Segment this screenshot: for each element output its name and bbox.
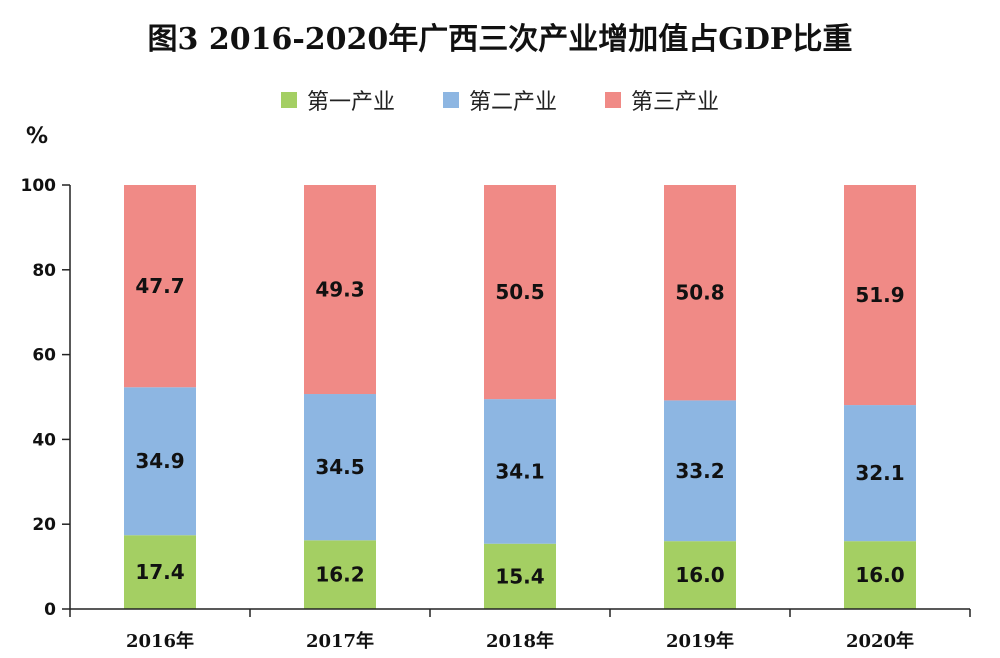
y-axis-unit-label: % xyxy=(26,124,49,149)
data-label-0-0: 17.4 xyxy=(135,560,184,584)
data-label-2-4: 51.9 xyxy=(855,283,904,307)
legend-item-tertiary: 第三产业 xyxy=(605,84,719,116)
data-label-1-4: 32.1 xyxy=(855,461,904,485)
y-tick-label-1: 20 xyxy=(32,515,56,535)
legend-label-tertiary: 第三产业 xyxy=(631,90,720,115)
chart-title: 图3 2016-2020年广西三次产业增加值占GDP比重 xyxy=(147,22,853,57)
bar-0-4 xyxy=(844,541,916,609)
bar-0-2 xyxy=(484,543,556,609)
y-tick-label-0: 0 xyxy=(44,600,56,620)
bar-0-1 xyxy=(304,540,376,609)
legend-swatch-secondary xyxy=(442,92,459,108)
data-label-1-1: 34.5 xyxy=(315,455,364,479)
y-tick-label-3: 60 xyxy=(32,346,56,366)
bar-1-2 xyxy=(484,399,556,544)
x-tick-label-4: 2020年 xyxy=(846,630,914,652)
x-tick-label-3: 2019年 xyxy=(666,630,734,652)
data-label-1-0: 34.9 xyxy=(135,449,184,473)
bar-2-1 xyxy=(304,185,376,395)
bar-2-0 xyxy=(124,185,196,388)
bar-2-2 xyxy=(484,185,556,400)
data-label-0-3: 16.0 xyxy=(675,563,724,587)
bar-0-3 xyxy=(664,541,736,609)
chart-legend: 第一产业 第二产业 第三产业 xyxy=(0,84,1000,116)
data-label-1-2: 34.1 xyxy=(495,459,544,483)
data-label-2-3: 50.8 xyxy=(675,281,724,305)
bar-0-0 xyxy=(124,535,196,609)
bar-2-3 xyxy=(664,185,736,401)
legend-item-secondary: 第二产业 xyxy=(442,84,557,116)
data-label-0-4: 16.0 xyxy=(855,563,904,587)
legend-label-primary: 第一产业 xyxy=(306,90,395,115)
x-tick-label-1: 2017年 xyxy=(306,630,374,652)
data-label-2-1: 49.3 xyxy=(315,278,364,302)
y-tick-label-4: 80 xyxy=(32,261,56,281)
y-tick-label-5: 100 xyxy=(21,176,57,196)
x-tick-label-0: 2016年 xyxy=(126,630,194,652)
bar-1-3 xyxy=(664,400,736,542)
x-tick-label-2: 2018年 xyxy=(486,630,554,652)
data-label-2-2: 50.5 xyxy=(495,280,544,304)
legend-item-primary: 第一产业 xyxy=(280,84,395,116)
data-label-0-2: 15.4 xyxy=(495,564,544,588)
legend-swatch-tertiary xyxy=(605,92,621,108)
data-label-0-1: 16.2 xyxy=(315,563,364,587)
data-label-1-3: 33.2 xyxy=(675,459,724,483)
bar-1-1 xyxy=(304,394,376,541)
legend-label-secondary: 第二产业 xyxy=(468,90,557,115)
bar-1-0 xyxy=(124,387,196,536)
y-tick-label-2: 40 xyxy=(32,430,56,450)
bar-2-4 xyxy=(844,185,916,406)
bar-1-4 xyxy=(844,405,916,542)
legend-swatch-primary xyxy=(280,92,297,108)
data-label-2-0: 47.7 xyxy=(135,274,184,298)
